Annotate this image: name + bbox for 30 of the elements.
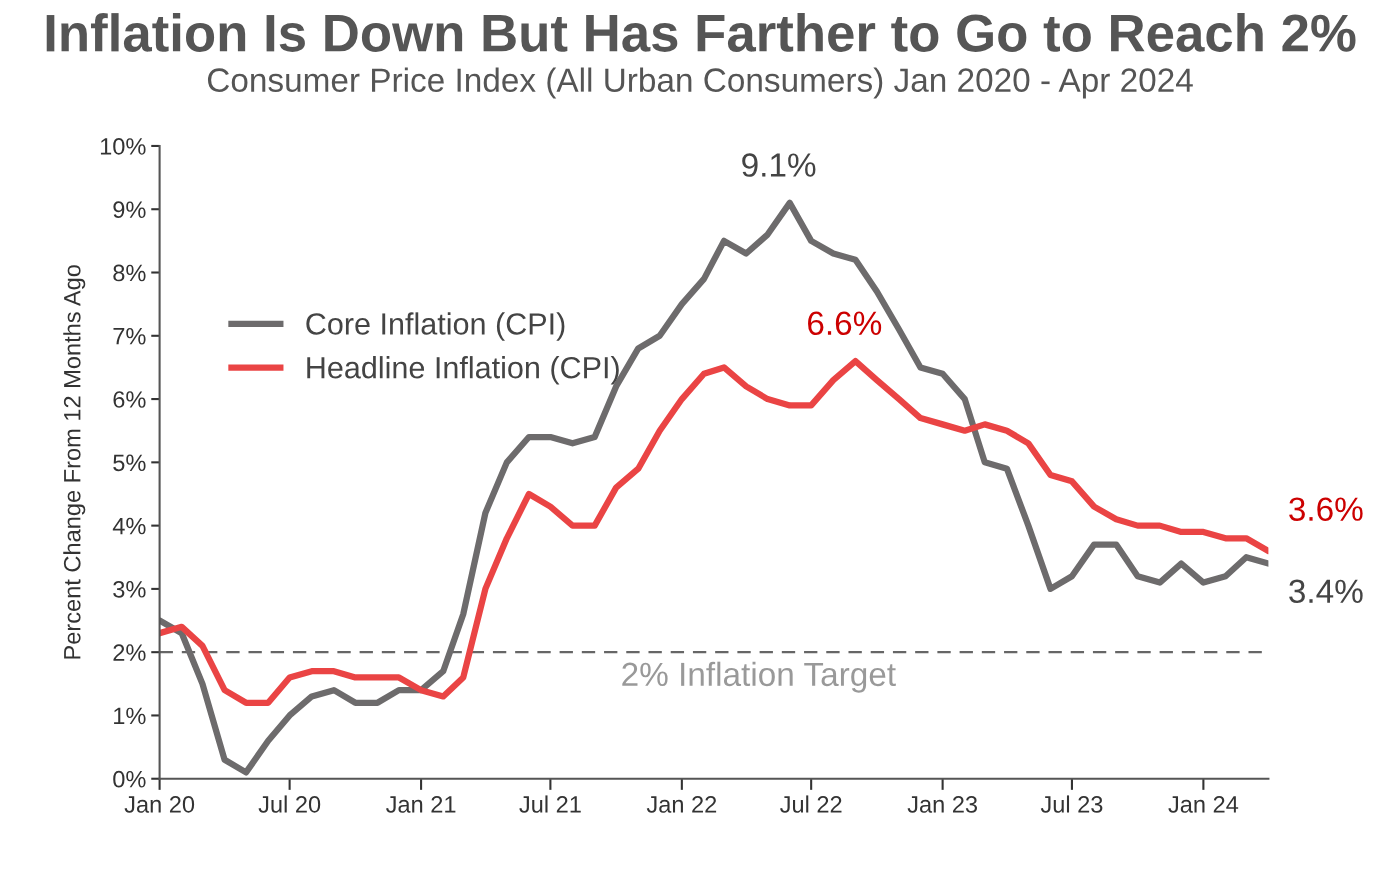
x-tick-label: Jan 22 xyxy=(646,796,717,813)
x-tick-label: Jan 20 xyxy=(124,796,195,813)
annotation: 9.1% xyxy=(742,153,816,177)
annotation: 3.4% xyxy=(1289,579,1363,604)
y-tick-label: 4% xyxy=(112,517,146,535)
x-tick-label: Jan 24 xyxy=(1168,796,1239,813)
chart-title: Inflation Is Down But Has Farther to Go to Reach 2% xyxy=(46,13,1356,52)
x-tick-label: Jul 22 xyxy=(780,795,842,813)
y-tick-label: 7% xyxy=(113,327,146,345)
y-tick-label: 0% xyxy=(113,770,146,788)
y-tick-label: 10% xyxy=(100,138,146,155)
legend-label: Headline Inflation (CPI) xyxy=(307,356,619,385)
y-tick-label: 8% xyxy=(113,264,146,282)
x-tick-label: Jan 23 xyxy=(907,796,978,813)
y-tick-label: 1% xyxy=(114,707,146,725)
y-tick-label: 5% xyxy=(113,454,146,472)
annotation: 6.6% xyxy=(808,311,882,336)
chart-subtitle: Consumer Price Index (All Urban Consumers) Jan 2020 - Apr 2024 xyxy=(207,67,1193,99)
y-tick-label: 3% xyxy=(113,580,146,598)
legend-label: Core Inflation (CPI) xyxy=(306,312,565,341)
x-tick-label: Jul 23 xyxy=(1040,795,1103,813)
y-tick-label: 2% xyxy=(113,644,146,661)
ref-line-label: 2% Inflation Target xyxy=(622,661,896,693)
annotation: 3.6% xyxy=(1289,497,1363,521)
x-tick-label: Jan 21 xyxy=(386,796,456,813)
y-tick-label: 9% xyxy=(113,201,146,219)
y-axis-title: Percent Change From 12 Months Ago xyxy=(63,265,86,659)
y-tick-label: 6% xyxy=(113,391,146,408)
x-tick-label: Jul 20 xyxy=(258,795,321,813)
x-tick-label: Jul 21 xyxy=(519,795,581,813)
